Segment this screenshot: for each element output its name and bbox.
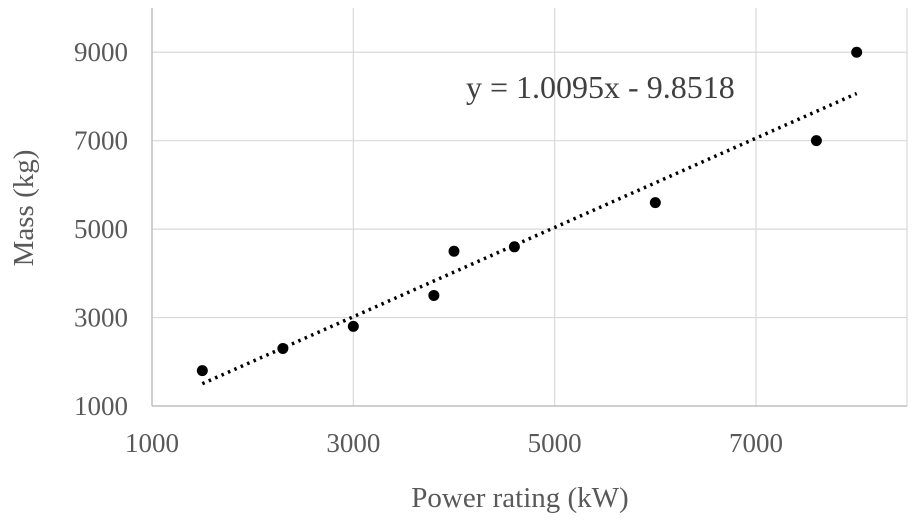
x-tick-label: 7000 (729, 428, 783, 458)
axes (151, 8, 907, 407)
x-tick-label: 5000 (528, 428, 582, 458)
data-point (649, 197, 661, 209)
data-point (277, 343, 289, 355)
gridlines (152, 8, 908, 406)
y-tick-label: 3000 (74, 303, 128, 333)
data-point (428, 289, 440, 301)
y-tick-label: 5000 (74, 214, 128, 244)
data-points (196, 46, 863, 377)
x-tick-label: 1000 (125, 428, 179, 458)
x-tick-label: 3000 (326, 428, 380, 458)
tick-labels: 1000 3000 5000 7000 1000 3000 5000 7000 9000 (74, 37, 783, 458)
data-point (196, 365, 208, 377)
trendline-layer (201, 91, 858, 386)
y-axis-title: Mass (kg) (8, 150, 40, 267)
y-tick-label: 9000 (74, 37, 128, 67)
x-axis-title: Power rating (kW) (411, 482, 628, 514)
y-tick-label: 1000 (74, 391, 128, 421)
data-point (851, 46, 863, 58)
trendline (201, 91, 858, 386)
data-point (347, 320, 359, 332)
data-point (810, 135, 822, 147)
data-point (448, 245, 460, 257)
y-tick-label: 7000 (74, 126, 128, 156)
data-point (508, 241, 520, 253)
trendline-equation: y = 1.0095x - 9.8518 (466, 69, 735, 105)
